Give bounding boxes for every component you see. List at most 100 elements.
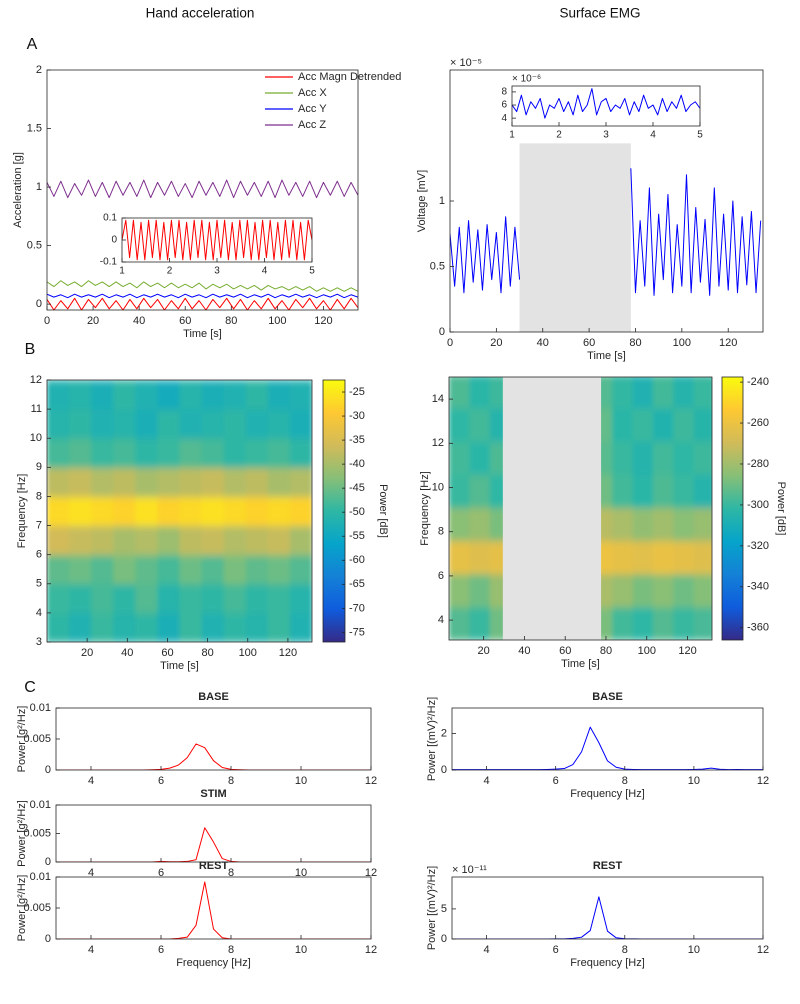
y-tick-label: 0	[441, 933, 447, 945]
x-tick-label: 4	[650, 130, 656, 141]
colorbar	[322, 379, 346, 643]
x-tick-label: 100	[268, 315, 286, 327]
x-tick-label: 8	[622, 775, 628, 787]
line-series	[56, 881, 371, 939]
x-tick-label: 4	[483, 775, 489, 787]
heatmap-cell	[47, 554, 70, 585]
colorbar-tick-label: -300	[747, 499, 769, 511]
x-tick-label: 2	[167, 266, 173, 277]
colorbar-tick-label: -25	[349, 386, 365, 398]
axis-exponent: × 10⁻¹¹	[452, 864, 487, 876]
plot-area	[47, 179, 358, 310]
line-series	[122, 219, 312, 261]
plot-background	[452, 877, 763, 939]
colorbar-tick-label: -40	[349, 458, 365, 470]
axes-frame	[448, 376, 713, 641]
heatmap-cell	[157, 583, 181, 614]
heatmap-cell	[91, 583, 114, 614]
y-tick-label: 12	[432, 437, 444, 449]
axes-frame	[451, 876, 764, 940]
heatmap-cell	[449, 441, 470, 475]
line-series	[452, 896, 763, 939]
heatmap-cell	[201, 380, 225, 410]
heatmap-cell	[157, 380, 181, 410]
heatmap-cell	[267, 554, 291, 585]
heatmap-cell	[135, 409, 159, 439]
x-tick-label: 3	[603, 130, 609, 141]
heatmap-cell	[113, 525, 136, 556]
heatmap-cell	[673, 540, 695, 575]
heatmap-cell	[157, 496, 181, 527]
heatmap-cell	[632, 540, 654, 575]
y-tick-label: 0.01	[30, 702, 51, 714]
x-tick-label: 40	[518, 645, 530, 657]
heatmap-cell	[201, 525, 225, 556]
shaded-region	[502, 377, 602, 640]
x-tick-label: 60	[179, 315, 191, 327]
heatmap-cell	[223, 467, 247, 498]
heatmap-cell	[245, 496, 269, 527]
heatmap-cell	[179, 554, 203, 585]
legend-label: Acc Y	[298, 103, 327, 115]
heatmap-cell	[469, 441, 491, 475]
heatmap-cell	[449, 507, 470, 542]
y-tick-label: 0	[45, 764, 51, 776]
y-tick-label: 0.5	[27, 240, 42, 252]
heatmap-cell	[113, 467, 136, 498]
x-tick-label: 40	[121, 647, 133, 659]
heatmap-cell	[91, 525, 114, 556]
y-tick-label: 6	[438, 570, 444, 582]
heatmap-cell	[223, 409, 247, 439]
heatmap-cell	[612, 606, 634, 640]
heatmap-cell	[135, 612, 159, 642]
heatmap-cell	[693, 441, 712, 475]
heatmap-cell	[652, 540, 674, 575]
heatmap-cell	[69, 583, 92, 614]
heatmap-cell	[693, 407, 712, 442]
y-axis-label: Power [g²/Hz]	[16, 706, 28, 773]
heatmap-cell	[673, 573, 695, 608]
y-tick-label: 8	[438, 526, 444, 538]
y-tick-label: 2	[36, 64, 42, 76]
colorbar-tick-label: -30	[349, 410, 365, 422]
heatmap-cell	[267, 525, 291, 556]
line-series	[56, 743, 371, 770]
heatmap-cell	[157, 438, 181, 468]
heatmap-cell	[113, 612, 136, 642]
chart-title: REST	[199, 860, 229, 872]
heatmap-cell	[135, 525, 159, 556]
heatmap-cell	[91, 612, 114, 642]
x-tick-label: 0	[447, 337, 453, 349]
x-tick-label: 4	[262, 266, 268, 277]
heatmap-cell	[91, 380, 114, 410]
chart-title: REST	[593, 860, 623, 872]
axes-frame	[46, 69, 359, 311]
line-series	[47, 179, 358, 199]
heatmap-cell	[632, 377, 654, 409]
chart-title: STIM	[200, 788, 226, 800]
y-tick-label: 0.005	[23, 733, 51, 745]
heatmap-cell	[91, 554, 114, 585]
heatmap-cell	[289, 438, 312, 468]
heatmap-cell	[652, 377, 674, 409]
heatmap-cell	[223, 612, 247, 642]
x-tick-label: 20	[490, 337, 502, 349]
legend-label: Acc Z	[298, 119, 326, 131]
heatmap-cell	[652, 507, 674, 542]
heatmap-cell	[179, 438, 203, 468]
heatmap-cell	[449, 474, 470, 508]
heatmap-cell	[47, 612, 70, 642]
x-tick-label: 12	[365, 775, 377, 787]
heatmap-cell	[289, 554, 312, 585]
colorbar-tick-label: -340	[747, 581, 769, 593]
colorbar-label: Power [dB]	[775, 482, 787, 536]
x-tick-label: 120	[279, 647, 297, 659]
x-tick-label: 1	[509, 130, 515, 141]
heatmap-cell	[223, 525, 247, 556]
axes-frame	[46, 379, 313, 643]
x-tick-label: 8	[622, 944, 628, 956]
colorbar-tick-label: -260	[747, 417, 769, 429]
heatmap-cell	[469, 606, 491, 640]
x-tick-label: 2	[556, 130, 562, 141]
